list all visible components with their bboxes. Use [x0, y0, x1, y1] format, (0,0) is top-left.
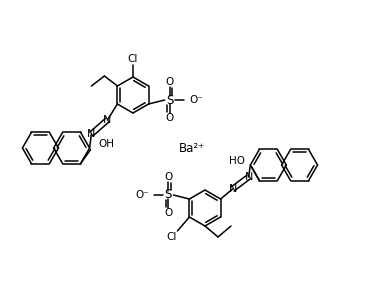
Text: OH: OH: [99, 139, 115, 149]
Text: N: N: [87, 129, 96, 139]
Text: O: O: [166, 113, 174, 123]
Text: O: O: [166, 77, 174, 87]
Text: O: O: [164, 208, 173, 218]
Text: N: N: [103, 115, 112, 125]
Text: O⁻: O⁻: [136, 190, 150, 200]
Text: O: O: [164, 172, 173, 182]
Text: O⁻: O⁻: [190, 95, 203, 105]
Text: N: N: [244, 172, 253, 182]
Text: N: N: [228, 184, 237, 194]
Text: HO: HO: [230, 155, 246, 166]
Text: S: S: [166, 94, 173, 106]
Text: Ba²⁺: Ba²⁺: [179, 141, 205, 155]
Text: Cl: Cl: [128, 54, 138, 64]
Text: Cl: Cl: [166, 232, 177, 242]
Text: S: S: [165, 188, 172, 202]
